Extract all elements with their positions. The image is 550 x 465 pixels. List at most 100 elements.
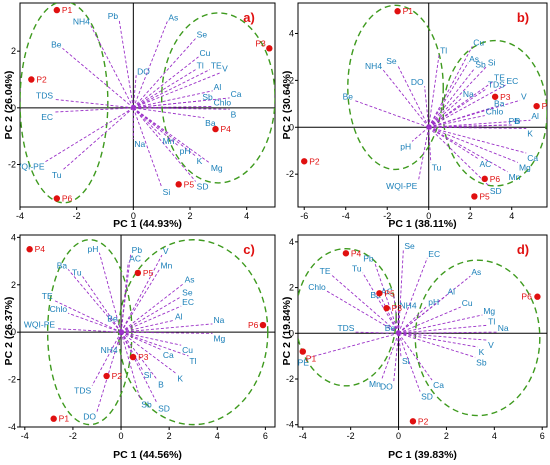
loading-label-v: V [488, 340, 494, 350]
loading-vector-pb [374, 262, 399, 334]
loading-label-do: DO [380, 381, 393, 391]
origin-marker [396, 331, 401, 336]
loading-label-na: Na [463, 89, 474, 99]
loading-label-tds: TDS [337, 323, 354, 333]
loading-vector-mn [133, 107, 162, 137]
sample-label-p4: P4 [221, 124, 232, 134]
y-tick-label: 0 [289, 122, 294, 132]
loading-label-nh4: NH4 [400, 300, 417, 310]
loading-vector-sb [133, 100, 202, 109]
loading-vector-sb [398, 332, 476, 358]
loading-label-k: K [479, 347, 485, 357]
loading-label-pb: Pb [363, 253, 374, 263]
x-tick-label: 2 [444, 431, 449, 441]
loading-label-do: DO [83, 412, 96, 422]
loading-vector-cu [120, 331, 182, 346]
origin-marker [426, 125, 431, 130]
plot-frame [297, 234, 548, 428]
loading-label-si: Si [402, 356, 410, 366]
plot-frame [19, 2, 276, 208]
loading-vector-te [428, 81, 494, 128]
loading-vector-ba [133, 107, 205, 119]
loading-label-b: B [515, 116, 521, 126]
loading-vector-ba [428, 106, 494, 128]
x-tick-label: -4 [21, 431, 29, 441]
cluster-ellipse-1 [347, 4, 444, 171]
loading-label-na: Na [134, 139, 145, 149]
loading-label-wqi-pe: WQI-PE [24, 320, 55, 330]
loading-label-se: Se [386, 56, 397, 66]
loading-vector-al [398, 295, 447, 334]
panel-label: c) [243, 242, 255, 257]
y-tick-label: 2 [11, 46, 16, 56]
loading-vector-chlo [326, 290, 399, 334]
loading-vector-ec [53, 107, 134, 113]
sample-label-p2: P2 [418, 416, 429, 426]
loading-vector-na [398, 331, 497, 334]
sample-label-p3: P3 [255, 38, 266, 48]
x-tick-label: -2 [383, 211, 391, 221]
loading-vector-b [428, 124, 514, 128]
loading-label-si: Si [163, 187, 171, 197]
loading-label-sb: Sb [475, 60, 486, 70]
sample-point-p1 [50, 415, 57, 422]
loading-vector-sd [398, 333, 421, 392]
loading-vector-mg [428, 126, 519, 163]
loading-vector-tds [428, 88, 488, 128]
loading-label-k: K [527, 128, 533, 138]
loading-vector-ca [428, 126, 527, 154]
loading-label-wqi-pe: WQI-PE [278, 357, 309, 367]
loading-vector-tds [355, 331, 399, 334]
panel-label: b) [517, 10, 529, 25]
loading-vector-sd [120, 331, 158, 404]
loading-label-te: TE [42, 291, 53, 301]
loading-label-chlo: Chlo [486, 107, 504, 117]
cluster-ellipse-2 [160, 12, 275, 184]
y-axis-label: PC 2 (30.64%) [281, 71, 293, 140]
loading-label-mg: Mg [483, 306, 495, 316]
loading-label-al: Al [175, 311, 183, 321]
loading-vector-chlo [67, 312, 122, 333]
loading-label-te: TE [211, 61, 222, 71]
panel-label: d) [517, 242, 529, 257]
loading-label-tu: Tu [52, 170, 62, 180]
loading-vector-al [120, 319, 175, 333]
sample-point-p1 [299, 348, 306, 355]
loading-label-ba: Ba [205, 118, 216, 128]
loading-label-b: B [231, 109, 237, 119]
loading-label-al: Al [447, 287, 455, 297]
loading-vector-tl [120, 331, 189, 357]
loading-label-ph: pH [180, 146, 191, 156]
loading-label-as: As [185, 275, 195, 285]
sample-label-p6: P6 [248, 320, 259, 330]
sample-label-p6: P6 [490, 174, 501, 184]
loading-label-ec: EC [41, 112, 53, 122]
loading-label-na: Na [213, 315, 224, 325]
sample-point-p5 [376, 290, 383, 297]
loading-vector-b [133, 107, 230, 110]
loading-label-mn: Mn [163, 136, 175, 146]
y-axis-label: PC 2 (26.04%) [3, 71, 15, 140]
loading-label-be: Be [107, 314, 118, 324]
sample-point-p3 [266, 45, 273, 52]
sample-point-p4 [26, 246, 33, 253]
sample-point-p3 [129, 353, 137, 361]
loading-vector-sb [428, 68, 475, 128]
loading-label-wqi-pe: WQI-PE [13, 162, 44, 172]
sample-point-p5 [134, 269, 142, 277]
loading-vector-wqi-pe [45, 107, 134, 163]
loading-label-be: Be [343, 91, 354, 101]
loading-vector-sb [120, 332, 141, 400]
y-axis-label: PC 2 (19.84%) [281, 297, 293, 366]
loading-label-k: K [197, 156, 203, 166]
sample-label-p5: P5 [184, 179, 195, 189]
loading-vector-ba [381, 298, 399, 334]
loading-vector-be [62, 47, 134, 109]
loading-label-sd: SD [197, 182, 209, 192]
loading-label-sb: Sb [202, 92, 213, 102]
loading-label-k: K [177, 374, 183, 384]
loading-label-wqi-pe: WQI-PE [386, 181, 417, 191]
loading-vector-si [428, 65, 488, 128]
loading-label-ac: AC [381, 287, 393, 297]
loading-vector-mn [381, 333, 399, 380]
